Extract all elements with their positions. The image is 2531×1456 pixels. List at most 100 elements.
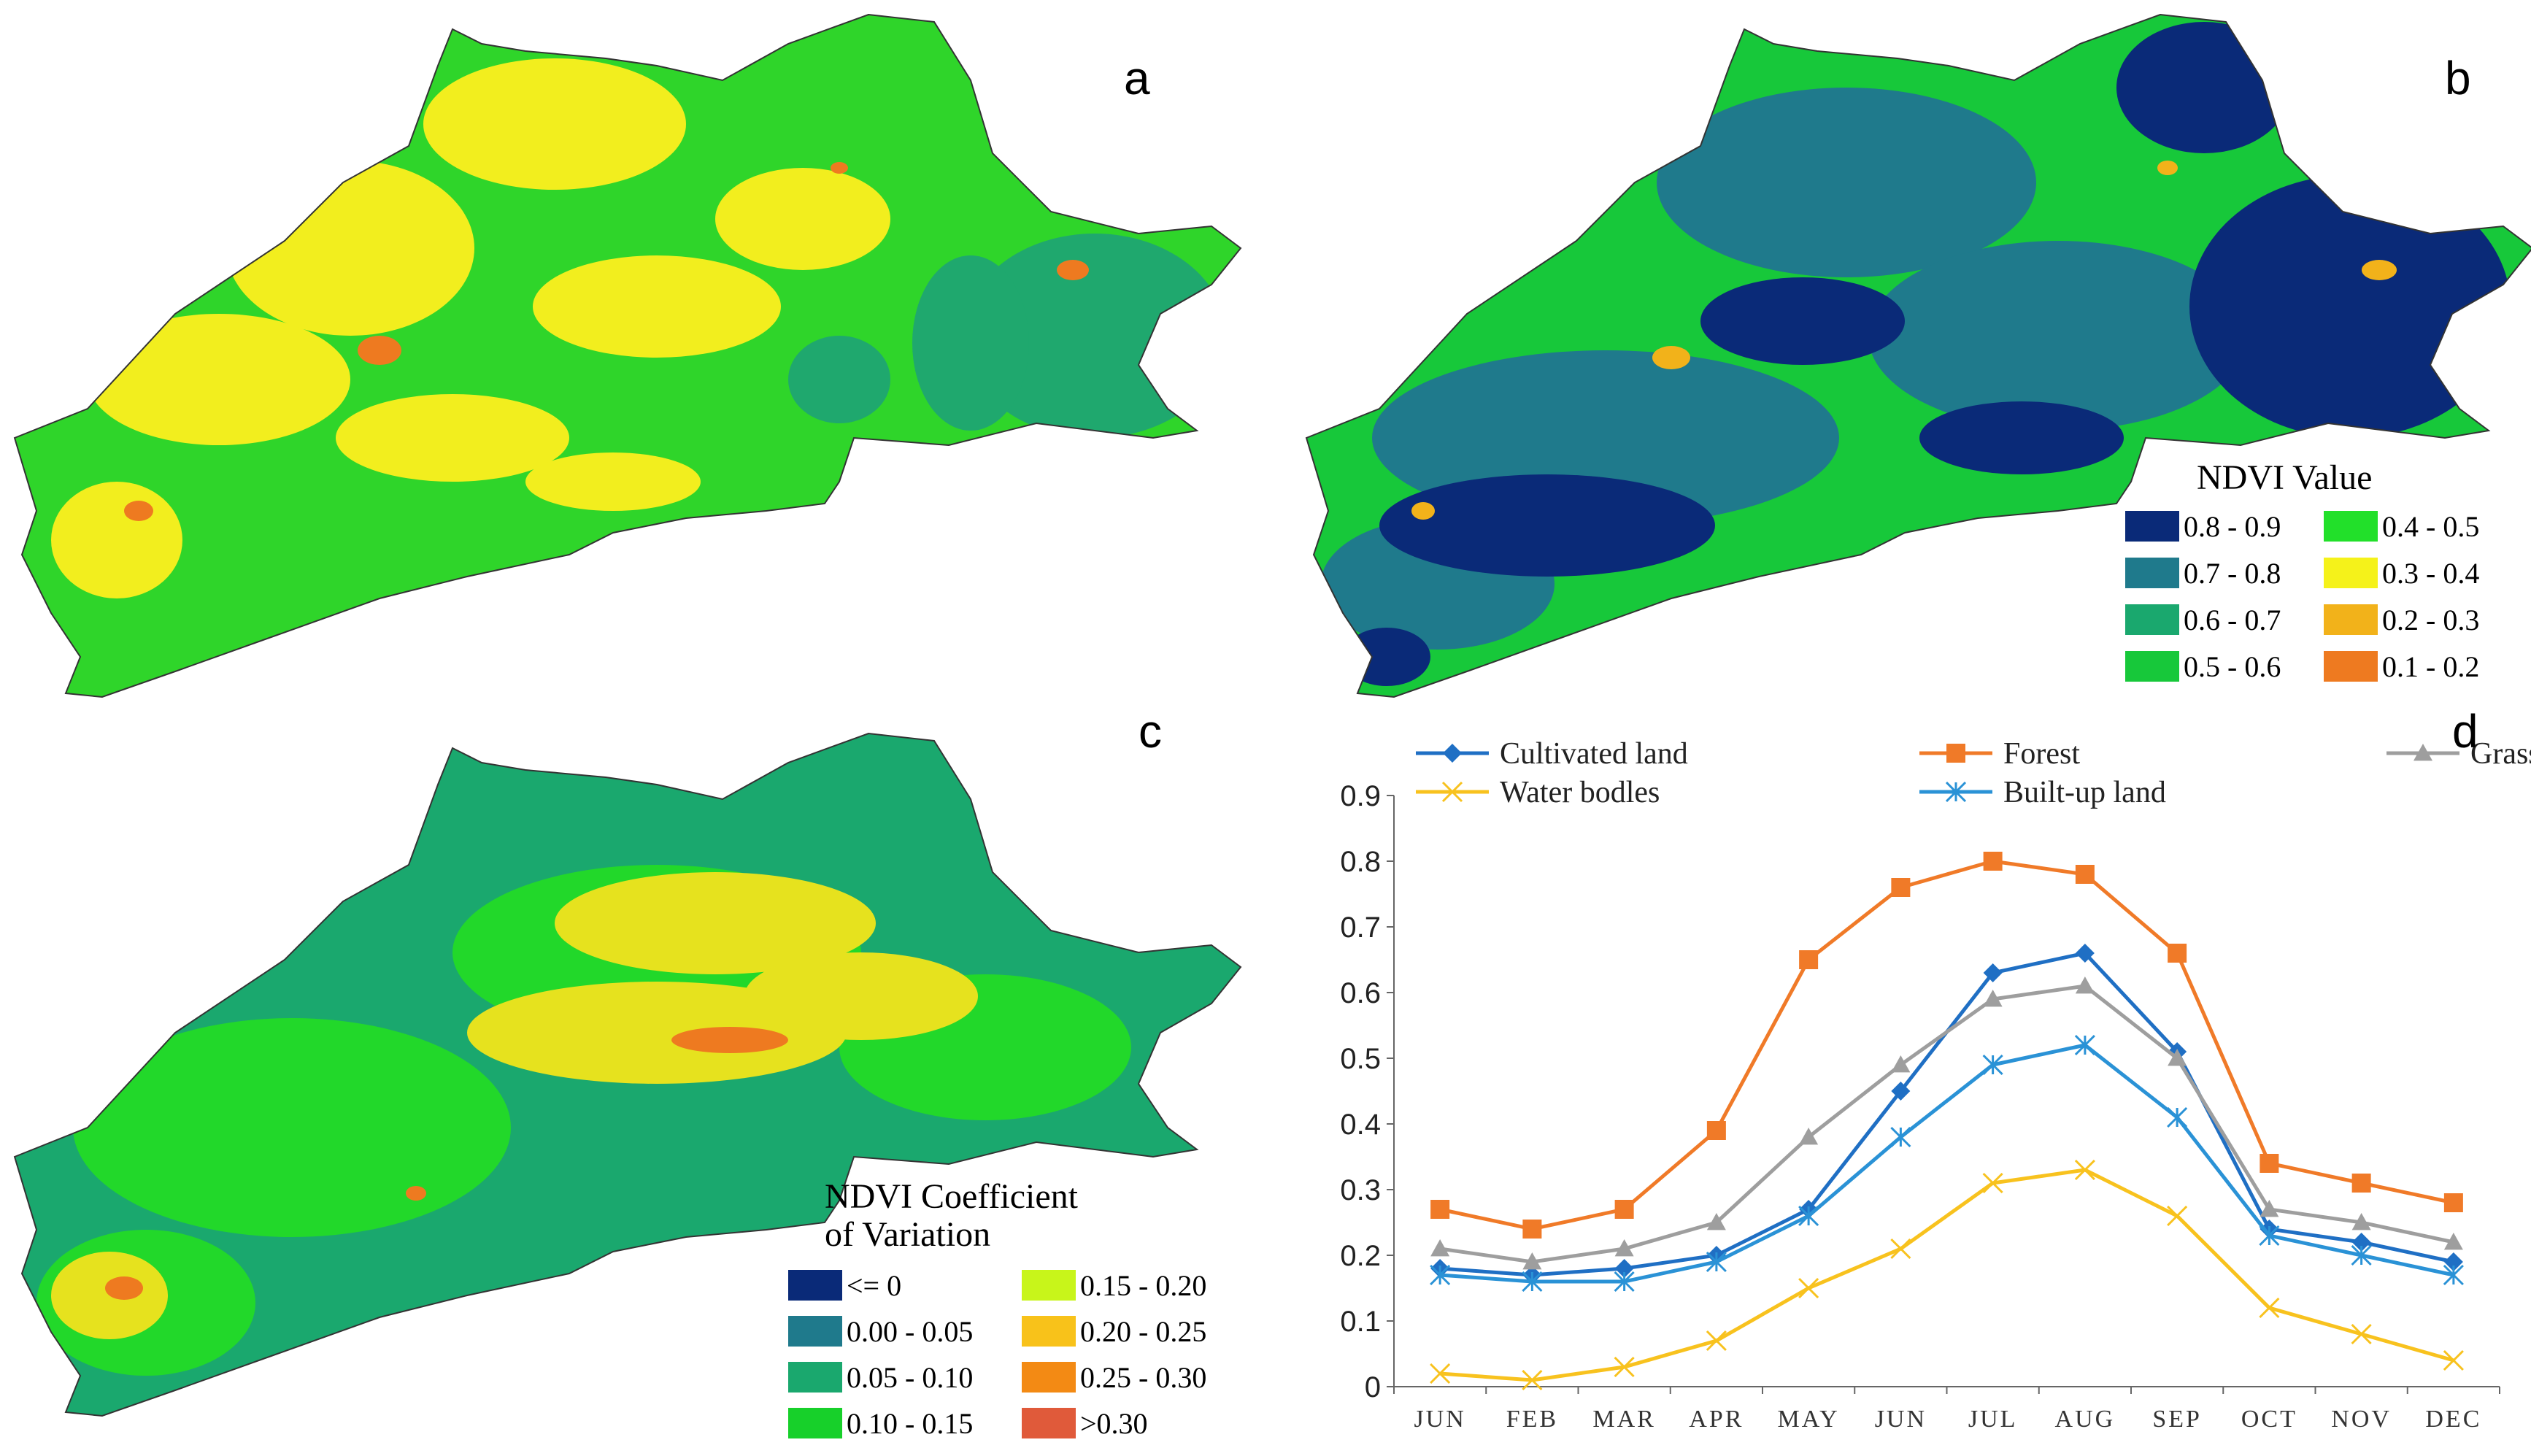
ndvi-legend-swatch: [2125, 604, 2179, 635]
data-point-forest: [1522, 1220, 1542, 1239]
map-a-svg: [14, 14, 1241, 698]
cv-legend-swatch: [1022, 1408, 1076, 1438]
cv-legend-title-line2: of Variation: [825, 1215, 991, 1254]
ndvi-legend-swatch: [2125, 651, 2179, 682]
y-tick-label: 0.5: [1340, 1043, 1381, 1075]
data-point-grassland: [2168, 1049, 2187, 1066]
data-point-water-bodles: [2259, 1297, 2280, 1319]
panel-label-b: b: [2445, 52, 2471, 104]
legend-marker-water-bodles: [1441, 781, 1463, 803]
data-point-forest: [1706, 1121, 1726, 1140]
data-point-water-bodles: [1890, 1238, 1911, 1260]
ndvi-legend-label: 0.4 - 0.5: [2382, 510, 2480, 543]
data-point-grassland: [1799, 1128, 1819, 1145]
series-line-cultivated-land: [1439, 951, 2454, 1277]
cv-legend-label: 0.00 - 0.05: [847, 1315, 974, 1348]
ndvi-legend-label: 0.7 - 0.8: [2184, 557, 2281, 590]
data-point-cultivated-land: [2443, 1252, 2463, 1271]
map-c-yellow-patches: [51, 872, 978, 1339]
chart-panel-d: 0 0.1 0.2 0.3 0.4 0.5 0.6 0.7 0.8 0.9 JUN FEB MAR APR…: [1314, 705, 2531, 1456]
x-tick-label: FEB: [1506, 1406, 1558, 1433]
data-point-built-up-land: [1706, 1251, 1727, 1273]
data-point-forest: [2443, 1193, 2463, 1212]
data-point-built-up-land: [1798, 1205, 1819, 1227]
series-line-grassland: [1439, 984, 2454, 1264]
x-tick-label: OCT: [2241, 1406, 2297, 1433]
ndvi-legend-swatch: [2125, 511, 2179, 542]
data-point-forest: [1430, 1200, 1450, 1219]
cv-legend-label: 0.20 - 0.25: [1080, 1315, 1207, 1348]
data-point-grassland: [2075, 977, 2095, 994]
data-point-built-up-land: [2167, 1106, 2188, 1128]
data-point-grassland: [1891, 1055, 1911, 1073]
x-tick-label: JUN: [1414, 1406, 1465, 1433]
ndvi-legend-swatch: [2125, 558, 2179, 588]
y-tick-label: 0.1: [1340, 1306, 1381, 1338]
data-point-water-bodles: [2167, 1205, 2188, 1227]
data-point-forest: [2260, 1154, 2279, 1173]
line-chart: 0 0.1 0.2 0.3 0.4 0.5 0.6 0.7 0.8 0.9 JUN FEB MAR APR…: [1340, 737, 2531, 1433]
data-point-water-bodles: [1706, 1330, 1727, 1352]
data-point-built-up-land: [1890, 1126, 1911, 1148]
map-panel-b: b NDVI Value 0.8 - 0.9 0.7 - 0.8 0.6 - 0.7…: [1292, 0, 2531, 715]
x-tick-label: JUL: [1968, 1406, 2018, 1433]
legend-label-built-up-land: Built-up land: [2003, 776, 2166, 809]
map-a-orange-spots: [124, 162, 1089, 521]
cv-legend-label: <= 0: [847, 1269, 902, 1302]
y-tick-label: 0.8: [1340, 846, 1381, 878]
ndvi-legend-label: 0.3 - 0.4: [2382, 557, 2480, 590]
data-point-built-up-land: [1614, 1271, 1635, 1293]
data-point-grassland: [2351, 1213, 2371, 1230]
x-tick-label: NOV: [2331, 1406, 2392, 1433]
map-b-navy-patches: [1343, 22, 2511, 686]
y-tick-label: 0.2: [1340, 1240, 1381, 1272]
data-point-forest: [2075, 865, 2095, 884]
data-point-grassland: [1430, 1239, 1450, 1257]
data-point-built-up-land: [1430, 1264, 1451, 1286]
data-point-grassland: [2260, 1200, 2279, 1217]
ndvi-legend-label: 0.6 - 0.7: [2184, 604, 2281, 636]
panel-label-d: d: [2452, 705, 2478, 758]
data-point-water-bodles: [2443, 1349, 2464, 1371]
x-tick-label: AUG: [2055, 1406, 2116, 1433]
ndvi-legend-swatch: [2324, 604, 2378, 635]
legend-marker-forest: [1946, 744, 1965, 763]
cv-legend-label: 0.05 - 0.10: [847, 1361, 974, 1394]
x-tick-label: DEC: [2425, 1406, 2481, 1433]
series-line-forest: [1439, 859, 2454, 1231]
legend-marker-built-up-land: [1945, 781, 1967, 803]
x-tick-label: JUN: [1875, 1406, 1927, 1433]
cv-legend-label: >0.30: [1080, 1407, 1148, 1440]
ndvi-legend-label: 0.1 - 0.2: [2382, 650, 2480, 683]
x-tick-label: MAR: [1592, 1406, 1655, 1433]
x-tick-label: MAY: [1778, 1406, 1840, 1433]
data-point-built-up-land: [1982, 1054, 2003, 1076]
cv-legend-swatch: [788, 1270, 842, 1301]
data-point-water-bodles: [1982, 1172, 2003, 1194]
map-panel-c: c NDVI Coefficient of Variation <= 0 0.00…: [0, 705, 1266, 1456]
map-c-orange-spots: [105, 1027, 788, 1300]
data-point-grassland: [1614, 1239, 1634, 1257]
data-point-built-up-land: [1522, 1271, 1543, 1293]
ndvi-legend-label: 0.2 - 0.3: [2382, 604, 2480, 636]
legend-marker-grassland: [2413, 744, 2432, 761]
x-tick-label: APR: [1689, 1406, 1744, 1433]
data-point-grassland: [1983, 990, 2003, 1007]
data-point-water-bodles: [1614, 1356, 1635, 1378]
data-point-water-bodles: [2074, 1159, 2095, 1181]
panel-label-a: a: [1124, 52, 1150, 104]
data-point-water-bodles: [1430, 1363, 1451, 1384]
map-panel-a: a: [0, 0, 1266, 715]
cv-legend-label: 0.25 - 0.30: [1080, 1361, 1207, 1394]
y-tick-label: 0.6: [1340, 977, 1381, 1009]
legend-marker-cultivated-land: [1443, 744, 1462, 763]
ndvi-legend-label: 0.5 - 0.6: [2184, 650, 2281, 683]
ndvi-legend-swatch: [2324, 651, 2378, 682]
data-point-cultivated-land: [1891, 1082, 1911, 1101]
data-point-grassland: [2443, 1233, 2463, 1250]
data-point-forest: [1891, 878, 1911, 897]
cv-legend-swatch: [788, 1316, 842, 1347]
data-point-water-bodles: [1522, 1369, 1543, 1391]
data-point-grassland: [1706, 1213, 1726, 1230]
x-tick-label: SEP: [2152, 1406, 2202, 1433]
